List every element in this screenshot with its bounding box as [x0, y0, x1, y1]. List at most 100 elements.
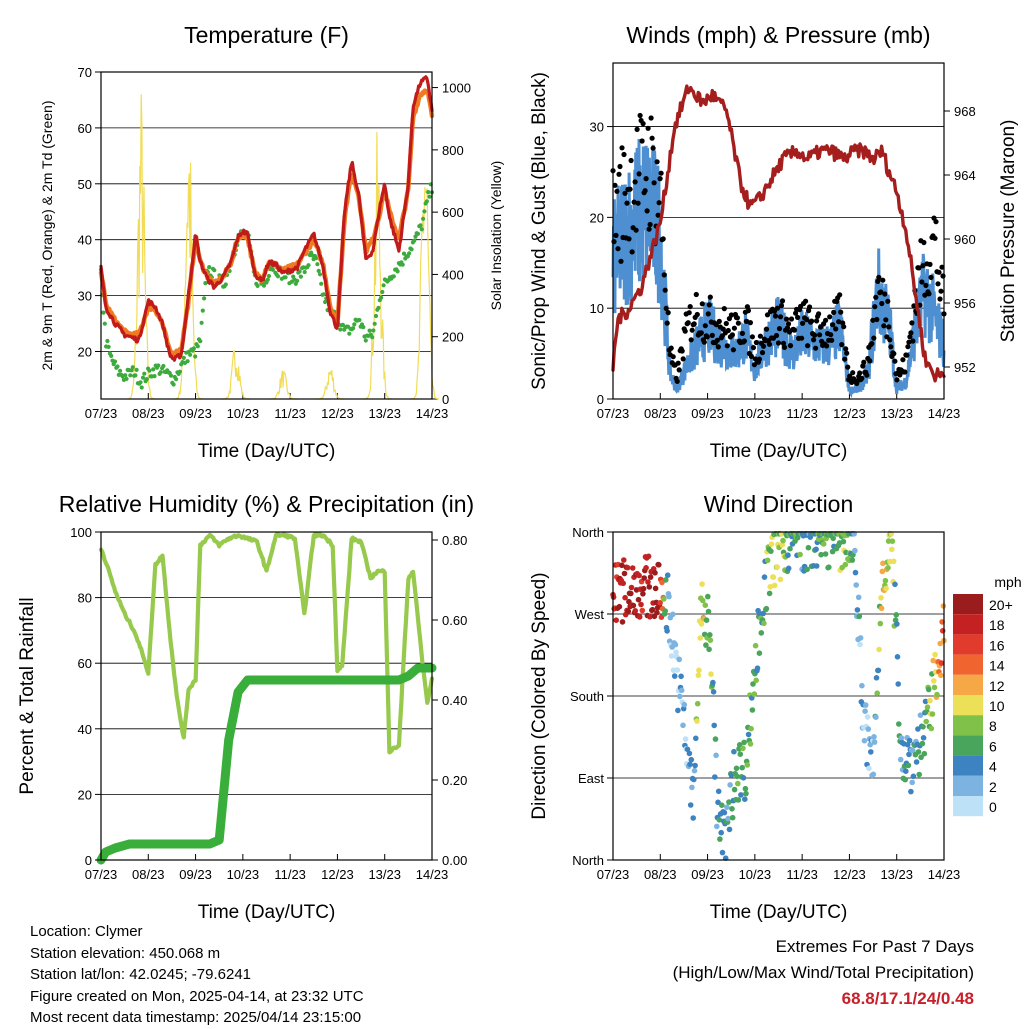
direction-point: [875, 667, 882, 674]
y-tick-label: West: [575, 607, 605, 622]
x-tick-label: 09/23: [691, 406, 724, 421]
direction-point: [771, 582, 778, 589]
direction-point: [779, 542, 786, 548]
legend-swatch: [953, 715, 983, 736]
direction-point: [921, 750, 928, 757]
direction-point: [923, 718, 929, 725]
direction-point: [630, 602, 637, 609]
plot-border: [612, 62, 945, 400]
x-tick-label: 13/23: [880, 406, 913, 421]
direction-point: [657, 600, 663, 606]
direction-point: [770, 574, 777, 580]
dewpoint-point: [101, 310, 106, 315]
dewpoint-point: [306, 263, 311, 268]
dewpoint-point: [323, 299, 328, 305]
y-tick-label: 80: [78, 591, 92, 606]
direction-point: [731, 748, 737, 755]
gust-point: [640, 121, 646, 127]
gust-point: [905, 344, 911, 350]
direction-point: [719, 849, 726, 856]
direction-point: [906, 737, 913, 744]
direction-point: [677, 693, 683, 700]
gust-point: [693, 291, 699, 298]
gust-point: [744, 304, 751, 310]
gust-point: [883, 317, 889, 323]
direction-point: [726, 826, 733, 833]
chart-panel-0: 07/23 08/23 09/23 10/23 11/23 12/23 13/23 14/23…: [39, 22, 504, 462]
direction-point: [768, 541, 775, 547]
figure-created: Figure created on Mon, 2025-04-14, at 23…: [30, 987, 364, 1005]
legend-swatch: [953, 634, 983, 655]
dewpoint-point: [195, 344, 200, 349]
direction-point: [882, 577, 889, 584]
direction-point: [937, 640, 943, 647]
solar-series-day-1: [174, 162, 203, 400]
direction-point: [716, 817, 723, 823]
direction-point: [664, 572, 671, 578]
gust-point: [627, 186, 633, 192]
gust-point: [658, 170, 664, 176]
gust-point: [721, 306, 727, 312]
gust-point: [833, 326, 839, 332]
gust-point: [665, 310, 671, 316]
gust-point: [875, 278, 881, 284]
gust-point: [701, 339, 707, 345]
gust-point: [800, 320, 806, 326]
dewpoint-point: [181, 355, 186, 360]
direction-point: [700, 597, 706, 604]
direction-point: [842, 561, 849, 568]
gust-point: [657, 176, 663, 182]
dewpoint-point: [185, 359, 190, 364]
direction-point: [871, 734, 877, 740]
x-tick-label: 07/23: [85, 406, 118, 421]
chart-panel-3: 07/23 08/23 09/23 10/23 11/23 12/23 13/23 14/23…: [529, 491, 1022, 923]
direction-point: [870, 771, 877, 778]
gust-point: [872, 304, 878, 310]
dewpoint-point: [147, 368, 152, 373]
direction-point: [712, 736, 719, 742]
dewpoint-point: [144, 377, 149, 382]
gust-point: [611, 239, 617, 245]
y2-tick-label: 800: [442, 143, 464, 158]
station-info: Location: Clymer Station elevation: 450.…: [30, 921, 364, 1029]
gust-point: [729, 332, 736, 338]
dewpoint-point: [168, 373, 174, 378]
direction-point: [855, 594, 862, 601]
direction-point: [920, 735, 927, 741]
dewpoint-point: [275, 274, 281, 279]
direction-point: [934, 691, 940, 698]
dewpoint-point: [317, 272, 323, 277]
dewpoint-point: [316, 268, 321, 273]
direction-point: [707, 637, 714, 643]
plot-border: [100, 531, 433, 861]
gust-point: [906, 339, 912, 345]
direction-point: [930, 657, 936, 664]
gust-point: [885, 298, 891, 304]
direction-point: [645, 553, 652, 560]
direction-point: [737, 751, 744, 757]
gust-point: [629, 249, 635, 255]
direction-point: [688, 756, 695, 763]
direction-point: [714, 823, 720, 830]
dewpoint-point: [138, 380, 143, 385]
direction-point: [758, 630, 765, 636]
direction-point: [764, 557, 771, 564]
y-tick-label: 30: [590, 120, 604, 135]
dewpoint-point: [367, 328, 372, 333]
direction-point: [766, 590, 773, 597]
y2-tick-label: 400: [442, 267, 464, 282]
gust-point: [811, 337, 817, 343]
legend-swatch: [953, 775, 983, 796]
direction-point: [780, 537, 786, 544]
gust-point: [772, 313, 779, 319]
direction-point: [853, 582, 859, 588]
direction-point: [682, 736, 689, 742]
direction-point: [646, 584, 653, 590]
gust-point: [698, 330, 704, 336]
direction-point: [898, 735, 905, 741]
direction-point: [931, 678, 937, 684]
direction-point: [735, 780, 741, 787]
y-tick-label: 20: [78, 787, 92, 802]
gust-point: [900, 357, 906, 363]
gust-point: [926, 291, 932, 297]
